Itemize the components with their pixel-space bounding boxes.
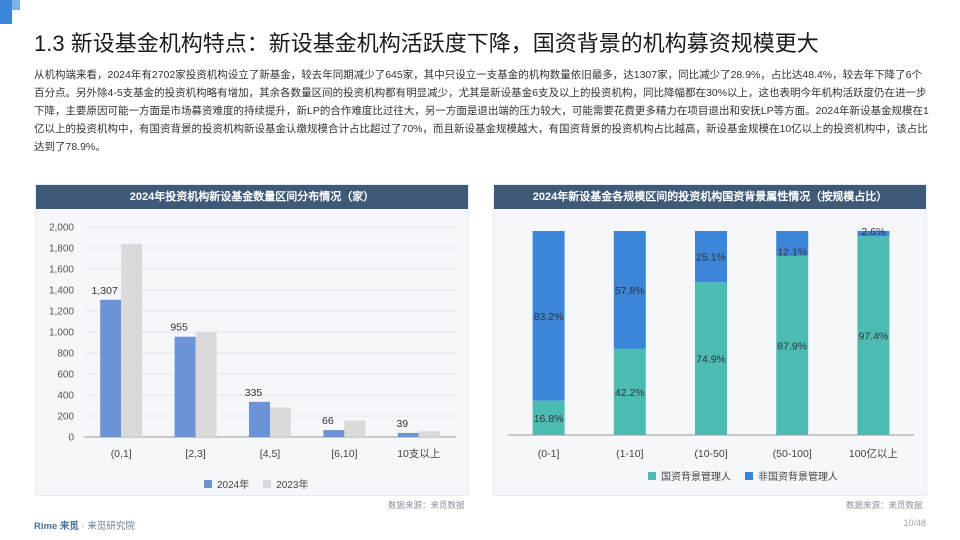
legend-swatch-2024 bbox=[204, 479, 212, 488]
legend-label-2024: 2024年 bbox=[217, 480, 250, 491]
x-tick-label: (10-50] bbox=[694, 448, 727, 460]
data-label-state: 97.4% bbox=[859, 331, 889, 343]
bar-segment-state bbox=[776, 255, 809, 435]
corner-decoration bbox=[0, 0, 20, 24]
y-tick-label: 1,800 bbox=[49, 244, 74, 255]
x-tick-label: [4,5] bbox=[260, 448, 281, 460]
data-label-nonstate: 2.6% bbox=[861, 226, 885, 238]
bar-segment-state bbox=[695, 282, 727, 435]
bar-2023 bbox=[121, 243, 143, 437]
legend-label-2023: 2023年 bbox=[276, 480, 309, 491]
data-label-state: 74.9% bbox=[696, 354, 726, 366]
data-label: 1,307 bbox=[92, 285, 118, 297]
x-tick-label: 10支以上 bbox=[397, 448, 440, 460]
bar-2024 bbox=[323, 430, 345, 437]
bar-chart-panel: 2024年投资机构新设基金数量区间分布情况（家） 0 200 400 600 800 1,… bbox=[35, 184, 469, 496]
bar-chart-legend: 2024年 2023年 bbox=[204, 476, 309, 491]
stacked-chart-source: 数据来源：来觅数据 bbox=[846, 500, 923, 510]
x-tick-label: [6,10] bbox=[331, 448, 357, 460]
bar-chart-source: 数据来源：来觅数据 bbox=[388, 500, 465, 510]
intro-paragraph: 从机构端来看，2024年有2702家投资机构设立了新基金，较去年同期减少了645… bbox=[34, 69, 929, 153]
legend-label-nonstate: 非国资背景管理人 bbox=[758, 472, 838, 483]
data-label: 39 bbox=[396, 418, 408, 430]
data-label: 66 bbox=[322, 415, 334, 427]
bar-segment-nonstate bbox=[695, 231, 727, 283]
stacked-bar-chart: 16.8% 83.2% (0-1] 42.2% 57.8% (1-10] 74.9% 25.1… bbox=[508, 226, 914, 460]
legend-item-state: 国资背景管理人 bbox=[648, 468, 731, 483]
footer-brand-name: Rime 来觅 bbox=[34, 521, 79, 532]
data-label-nonstate: 25.1% bbox=[696, 252, 726, 264]
y-tick-label: 400 bbox=[57, 391, 74, 402]
page-title: 1.3 新设基金机构特点：新设基金机构活跃度下降，国资背景的机构募资规模更大 bbox=[34, 31, 819, 56]
data-label: 335 bbox=[245, 387, 263, 399]
legend-item-2024: 2024年 bbox=[204, 476, 249, 491]
x-tick-label: (50-100] bbox=[773, 448, 812, 460]
x-tick-label: (1-10] bbox=[616, 448, 644, 460]
bar-segment-nonstate bbox=[857, 231, 890, 237]
footer-org: · 来觅研究院 bbox=[81, 521, 135, 532]
legend-item-2023: 2023年 bbox=[263, 476, 309, 491]
legend-label-state: 国资背景管理人 bbox=[661, 472, 731, 483]
stacked-chart-title: 2024年新设基金各规模区间的投资机构国资背景属性情况（按规模占比） bbox=[494, 185, 926, 209]
y-tick-label: 800 bbox=[57, 349, 74, 360]
data-label-nonstate: 83.2% bbox=[534, 311, 564, 323]
x-tick-label: (0-1] bbox=[538, 448, 560, 460]
bar-2024 bbox=[100, 299, 122, 437]
y-tick-label: 0 bbox=[68, 433, 74, 444]
y-tick-label: 2,000 bbox=[49, 223, 74, 234]
legend-item-nonstate: 非国资背景管理人 bbox=[745, 468, 838, 483]
bar-segment-state bbox=[613, 348, 646, 435]
bar-segment-state bbox=[532, 400, 565, 435]
y-tick-label: 1,600 bbox=[49, 265, 74, 276]
x-tick-label: [2,3] bbox=[185, 448, 206, 460]
y-tick-label: 1,000 bbox=[49, 328, 74, 339]
data-label-nonstate: 57.8% bbox=[615, 285, 645, 297]
bar-segment-nonstate bbox=[776, 231, 809, 256]
y-tick-label: 600 bbox=[57, 370, 74, 381]
x-tick-label: 100亿以上 bbox=[849, 447, 898, 460]
bar-chart: 0 200 400 600 800 1,000 1,200 1,400 1,600 1,800 2,… bbox=[49, 223, 456, 460]
y-tick-label: 1,200 bbox=[49, 307, 74, 318]
stacked-chart-legend: 国资背景管理人 非国资背景管理人 bbox=[648, 468, 838, 483]
page-number: 10/48 bbox=[903, 518, 926, 528]
stacked-chart-panel: 2024年新设基金各规模区间的投资机构国资背景属性情况（按规模占比） 16.8%… bbox=[493, 184, 927, 496]
bar-2023 bbox=[270, 407, 291, 437]
footer-brand: Rime 来觅 · 来觅研究院 bbox=[34, 518, 135, 532]
y-tick-label: 200 bbox=[57, 412, 74, 423]
bar-2024 bbox=[174, 336, 196, 437]
bar-2023 bbox=[418, 431, 440, 437]
data-label-state: 42.2% bbox=[615, 387, 645, 399]
legend-swatch-state bbox=[648, 471, 656, 480]
bar-2023 bbox=[195, 332, 217, 437]
bar-2024 bbox=[397, 432, 419, 437]
bar-segment-nonstate bbox=[613, 231, 646, 349]
bar-2024 bbox=[249, 401, 270, 437]
legend-swatch-nonstate bbox=[745, 471, 753, 480]
y-tick-label: 1,400 bbox=[49, 286, 74, 297]
data-label-state: 16.8% bbox=[534, 413, 564, 425]
data-label: 955 bbox=[170, 322, 188, 334]
data-label-state: 87.9% bbox=[777, 340, 807, 352]
bar-chart-title: 2024年投资机构新设基金数量区间分布情况（家） bbox=[36, 185, 468, 209]
data-label-nonstate: 12.1% bbox=[777, 246, 807, 258]
bar-segment-state bbox=[857, 236, 890, 435]
x-tick-label: (0,1] bbox=[111, 448, 132, 460]
bar-2023 bbox=[344, 420, 366, 437]
legend-swatch-2023 bbox=[263, 479, 272, 488]
bar-segment-nonstate bbox=[532, 231, 565, 401]
